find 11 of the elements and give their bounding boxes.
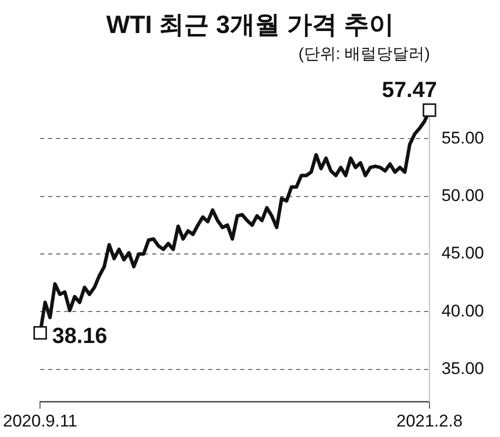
y-tick-label: 45.00 [441, 244, 484, 263]
y-tick-label: 55.00 [441, 128, 484, 148]
chart-subtitle: (단위: 배럴당달러) [297, 45, 431, 65]
chart-title: WTI 최근 3개월 가격 추이 [105, 10, 395, 41]
data-label: 57.47 [382, 77, 437, 102]
y-tick-label: 50.00 [441, 186, 484, 205]
y-tick-label: 35.00 [441, 358, 484, 378]
x-tick-label: 2020.9.11 [2, 411, 78, 430]
data-label: 38.16 [52, 322, 108, 348]
x-tick-label: 2021.2.8 [396, 411, 463, 430]
y-tick-label: 40.00 [441, 301, 484, 320]
